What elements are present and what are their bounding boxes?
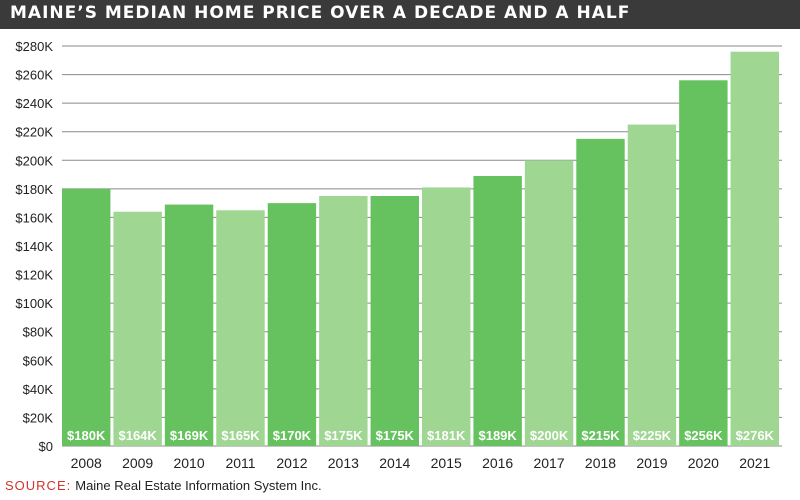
- bar: [422, 187, 471, 446]
- bar: [679, 80, 728, 447]
- bar: [370, 196, 419, 446]
- bar: [164, 204, 214, 446]
- bar: [473, 176, 522, 446]
- y-tick-label: $0: [39, 439, 53, 454]
- source-text: Maine Real Estate Information System Inc…: [75, 478, 322, 493]
- data-label: $170K: [273, 428, 312, 443]
- y-tick-label: $140K: [15, 239, 53, 254]
- data-label: $180K: [67, 428, 106, 443]
- bar: [319, 196, 368, 446]
- data-label: $276K: [736, 428, 775, 443]
- bar-chart: $0 $20K $40K $60K $80K $100K $120K $140K $160K $1…: [15, 39, 782, 471]
- bar: [267, 203, 317, 446]
- x-tick-label: 2008: [71, 455, 102, 471]
- x-tick-label: 2021: [739, 455, 770, 471]
- y-tick-label: $180K: [15, 182, 53, 197]
- x-tick-label: 2013: [328, 455, 359, 471]
- x-tick-label: 2018: [585, 455, 616, 471]
- data-label: $164K: [118, 428, 157, 443]
- data-label: $189K: [478, 428, 517, 443]
- y-tick-label: $120K: [15, 268, 53, 283]
- bar: [62, 188, 111, 446]
- x-tick-label: 2020: [688, 455, 719, 471]
- x-tick-label: 2014: [379, 455, 410, 471]
- data-label: $169K: [170, 428, 209, 443]
- y-tick-label: $260K: [15, 68, 53, 83]
- source-label: SOURCE:: [5, 478, 72, 493]
- x-tick-label: 2010: [173, 455, 204, 471]
- y-tick-label: $280K: [15, 39, 53, 54]
- y-tick-label: $20K: [23, 410, 54, 425]
- x-tick-label: 2015: [431, 455, 462, 471]
- data-label: $181K: [427, 428, 466, 443]
- y-tick-label: $100K: [15, 296, 53, 311]
- bar: [524, 160, 574, 447]
- y-tick-label: $240K: [15, 96, 53, 111]
- x-tick-label: 2012: [276, 455, 307, 471]
- x-tick-label: 2009: [122, 455, 153, 471]
- data-label: $215K: [581, 428, 620, 443]
- y-tick-label: $40K: [23, 382, 54, 397]
- y-tick-label: $220K: [15, 125, 53, 140]
- y-tick-label: $80K: [23, 325, 54, 340]
- y-tick-label: $200K: [15, 153, 53, 168]
- title-bar: MAINE’S MEDIAN HOME PRICE OVER A DECADE …: [0, 0, 800, 29]
- source-line: SOURCE: Maine Real Estate Information Sys…: [5, 478, 322, 493]
- x-tick-label: 2019: [636, 455, 667, 471]
- x-tick-label: 2017: [533, 455, 564, 471]
- y-tick-label: $160K: [15, 210, 53, 225]
- x-tick-label: 2011: [225, 455, 255, 471]
- data-label: $200K: [530, 428, 569, 443]
- bar: [730, 51, 779, 446]
- data-label: $175K: [376, 428, 415, 443]
- bar: [576, 138, 625, 446]
- x-tick-label: 2016: [482, 455, 513, 471]
- data-label: $225K: [633, 428, 672, 443]
- bar: [216, 210, 265, 446]
- chart-title: MAINE’S MEDIAN HOME PRICE OVER A DECADE …: [10, 3, 631, 23]
- y-tick-label: $60K: [23, 353, 54, 368]
- bar: [627, 124, 677, 447]
- data-label: $175K: [324, 428, 363, 443]
- data-label: $256K: [684, 428, 723, 443]
- bar: [113, 211, 162, 446]
- data-label: $165K: [221, 428, 260, 443]
